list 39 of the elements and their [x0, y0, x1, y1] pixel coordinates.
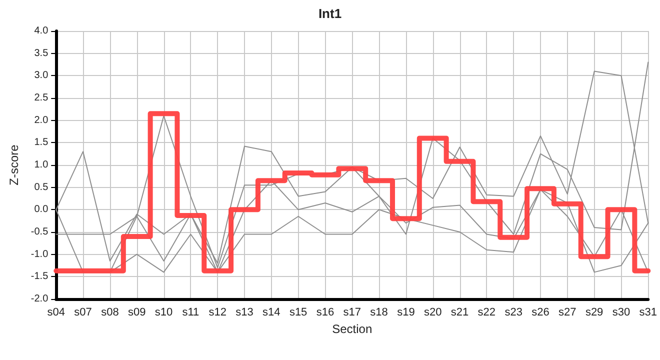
- x-tick-label: s20: [424, 306, 442, 318]
- x-tick-label: s23: [504, 306, 522, 318]
- x-tick-label: s29: [585, 306, 604, 318]
- y-tick-label: 2.0: [34, 114, 49, 126]
- x-tick-label: s08: [101, 306, 119, 318]
- y-axis-title: Z-score: [7, 144, 21, 186]
- x-tick-label: s19: [397, 306, 415, 318]
- x-tick-label: s09: [128, 306, 146, 318]
- y-tick-label: -2.0: [30, 294, 49, 304]
- y-tick-label: -0.5: [30, 226, 49, 238]
- y-tick-label: 1.5: [34, 137, 49, 148]
- x-tick-label: s21: [450, 306, 469, 318]
- x-tick-label: s14: [262, 306, 280, 318]
- x-tick-label: s16: [316, 306, 334, 318]
- x-tick-label: s22: [478, 306, 496, 318]
- y-tick-label: 0.5: [34, 182, 49, 193]
- x-tick-label: s15: [289, 306, 308, 318]
- x-tick-label: s26: [532, 306, 550, 318]
- x-tick-label: s31: [639, 306, 658, 318]
- y-tick-label: 2.5: [34, 92, 49, 104]
- x-tick-label: s13: [236, 306, 254, 318]
- x-tick-label: s12: [208, 306, 226, 318]
- x-tick-label: s11: [182, 306, 200, 318]
- y-tick-label: 0.0: [34, 204, 49, 216]
- x-axis-title: Section: [332, 322, 372, 336]
- x-tick-label: s27: [558, 306, 576, 318]
- x-tick-label: s30: [612, 306, 630, 318]
- x-tick-label: s17: [343, 306, 362, 318]
- y-tick-label: 1.0: [34, 160, 49, 170]
- y-tick-label: -1.0: [30, 248, 49, 260]
- y-tick-label: 3.0: [34, 70, 49, 82]
- chart-title: Int1: [318, 6, 342, 21]
- y-tick-label: 4.0: [34, 26, 49, 36]
- y-tick-label: 3.5: [34, 48, 49, 59]
- x-tick-label: s18: [370, 306, 388, 318]
- x-tick-label: s07: [74, 306, 92, 318]
- y-tick-label: -1.5: [30, 271, 49, 282]
- x-tick-label: s10: [154, 306, 173, 318]
- x-tick-label: s04: [47, 306, 66, 318]
